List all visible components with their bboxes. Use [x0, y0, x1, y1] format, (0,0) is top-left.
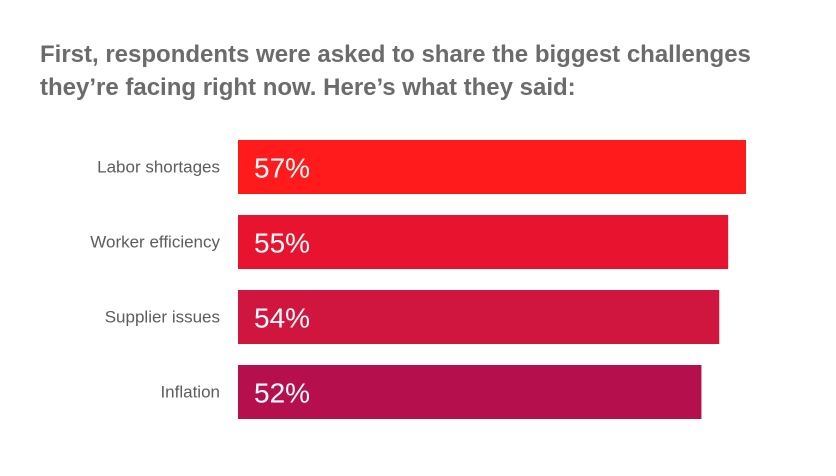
bar-inflation — [238, 365, 702, 419]
bar-supplier-issues — [238, 290, 720, 344]
category-label-worker-efficiency: Worker efficiency — [90, 233, 220, 252]
category-label-supplier-issues: Supplier issues — [105, 308, 220, 327]
value-label-labor-shortages: 57% — [254, 153, 310, 184]
bars-group: Labor shortages 57% Worker efficiency 55% Su… — [90, 140, 746, 419]
chart-title: First, respondents were asked to share t… — [40, 41, 751, 101]
category-label-labor-shortages: Labor shortages — [97, 158, 220, 177]
value-label-supplier-issues: 54% — [254, 303, 310, 334]
category-label-inflation: Inflation — [160, 383, 220, 402]
value-label-inflation: 52% — [254, 378, 310, 409]
value-label-worker-efficiency: 55% — [254, 228, 310, 259]
bar-labor-shortages — [238, 140, 746, 194]
bar-worker-efficiency — [238, 215, 729, 269]
